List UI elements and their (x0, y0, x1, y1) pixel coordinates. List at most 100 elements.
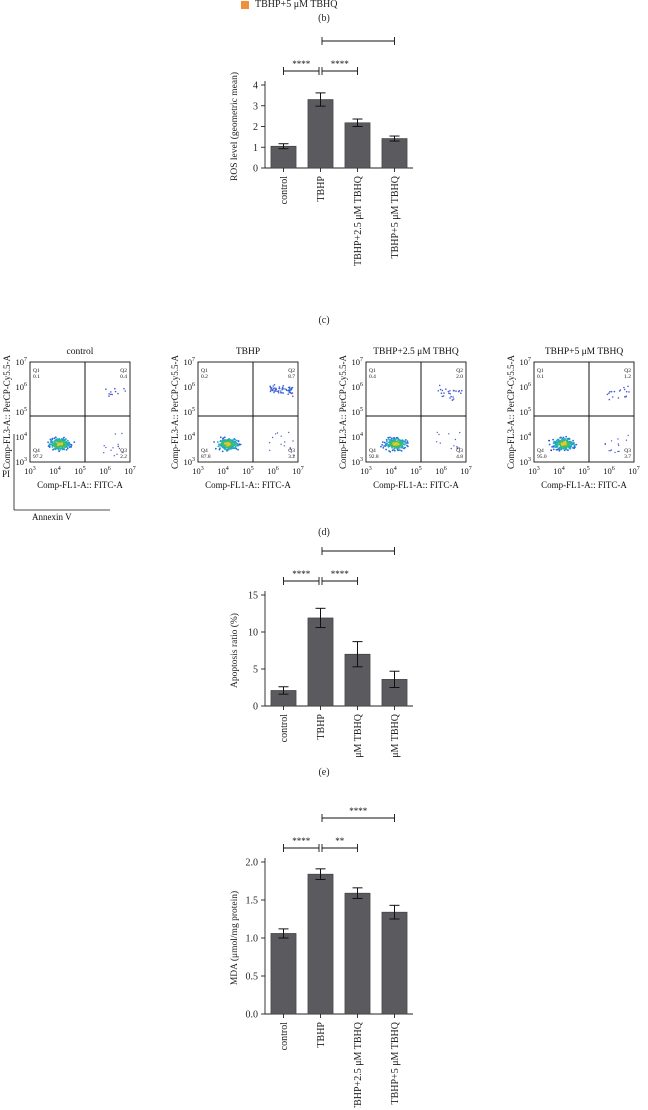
flow0-dot (54, 442, 57, 444)
flow3-dot (610, 390, 613, 393)
chart0-category-label-1: TBHP (316, 176, 327, 202)
flow2-dot (443, 392, 445, 394)
flow2-dot (381, 441, 384, 443)
flow3-dot (568, 444, 571, 447)
flow0-dot (62, 440, 65, 443)
flow3-xtick-1: 104 (553, 466, 565, 476)
flow2-dot (396, 442, 398, 445)
flow2-dot (407, 442, 409, 444)
flow0-ytick-3: 106 (16, 382, 28, 392)
flow2-dot (388, 441, 390, 444)
flow2-dot (400, 440, 402, 443)
flow1-dot (231, 446, 233, 449)
flow2-dot (402, 441, 405, 443)
chart0-ytick-label-3: 3 (253, 101, 258, 112)
flow3-dot (561, 437, 564, 440)
flow0-dot (117, 443, 119, 445)
flow2-quadrant-value-0: 0.4 (369, 374, 376, 380)
chart0-sig-label-1: **** (331, 59, 350, 69)
flow1-dot (269, 390, 272, 393)
flow1-dot (221, 450, 224, 453)
flow1-dot (233, 442, 236, 445)
flow1-dot (226, 446, 229, 449)
chart2-ytick-label-0: 0.0 (246, 1010, 259, 1021)
flow3-dot (554, 441, 557, 444)
flow2-dot (396, 445, 399, 447)
flow1-dot (290, 387, 293, 389)
flow2-quadrant-name-2: Q3 (456, 448, 463, 454)
flow2-quadrant-name-1: Q2 (456, 368, 463, 374)
flow1-dot (225, 448, 228, 451)
flow0-dot (62, 439, 65, 442)
flow1-ytick-0: 103 (184, 457, 196, 467)
flow2-dot (386, 442, 389, 445)
flow0-dot (59, 449, 61, 451)
flow2-dot (390, 437, 393, 440)
flow1-dot (271, 436, 274, 439)
flow3-quadrant-name-3: Q4 (537, 448, 544, 454)
flow0-dot (53, 437, 56, 440)
flow0-ytick-1: 104 (16, 432, 28, 442)
flow3-xlabel: Comp-FL1-A:: FITC-A (541, 480, 627, 490)
flow3-ytick-0: 103 (520, 457, 532, 467)
flow2-dot (383, 445, 385, 447)
flow0-dot (70, 443, 72, 446)
flow2-ytick-4: 107 (352, 357, 364, 367)
chart2-sig-label-2: **** (349, 806, 368, 816)
flow1-xlabel: Comp-FL1-A:: FITC-A (205, 480, 291, 490)
flow1-dot (278, 387, 281, 390)
flow0-dot (121, 451, 123, 454)
flow3-dot (627, 434, 629, 437)
flow1-dot (237, 440, 240, 442)
flow1-dot (219, 444, 222, 447)
flow1-dot (228, 447, 231, 450)
flow3-dot (562, 443, 565, 445)
flow0-dot (103, 445, 105, 447)
flow1-dot (276, 432, 279, 434)
flow3-dot (563, 439, 566, 442)
flow1-dot (213, 441, 216, 443)
flow1-dot (224, 444, 227, 447)
flow3-dot (569, 441, 572, 443)
flow2-xtick-1: 104 (385, 466, 397, 476)
flow1-dot (272, 385, 275, 387)
flow3-dot (562, 441, 565, 444)
flow3-dot (558, 448, 560, 451)
flow1-dot (292, 395, 294, 398)
chart0-sig-label-2: **** (349, 35, 368, 39)
flow1-dot (280, 390, 282, 392)
flow3-dot (608, 398, 611, 401)
flow2-dot (395, 444, 397, 446)
flow0-xtick-1: 104 (49, 466, 61, 476)
flow2-dot (456, 447, 458, 450)
flow0-dot (49, 443, 52, 445)
flow2-dot (391, 449, 394, 452)
flow1-dot (277, 390, 280, 392)
flow2-ytick-3: 106 (352, 382, 364, 392)
chart1-sig-label-0: **** (292, 569, 311, 579)
flow3-dot (625, 396, 627, 398)
flow2-ylabel: Comp-FL3-A:: PerCP-Cy5.5-A (338, 355, 348, 470)
chart1-ylabel: Apoptosis ratio (%) (229, 613, 240, 688)
flow1-dot (234, 438, 237, 441)
flow1-ylabel: Comp-FL3-A:: PerCP-Cy5.5-A (170, 355, 180, 470)
flow3-dot (564, 442, 567, 445)
flow1-dot (282, 392, 285, 394)
flow0-dot (50, 439, 53, 442)
flow1-dot (218, 448, 221, 451)
flow1-quadrant-name-0: Q1 (201, 368, 208, 374)
flow1-dot (289, 447, 291, 449)
flow0-dot (58, 437, 61, 440)
flow1-xtick-2: 105 (242, 466, 254, 476)
pi-label: PI (2, 469, 10, 479)
flow0-dot (103, 452, 105, 454)
flow2-title: TBHP+2.5 μM TBHQ (373, 347, 459, 357)
flow2-dot (392, 442, 395, 444)
chart2-category-label-2: TBHP+2.5 μM TBHQ (353, 1021, 364, 1108)
flow3-dot (617, 397, 620, 399)
flow1-dot (273, 390, 276, 392)
flow0-quadrant-name-3: Q4 (33, 448, 40, 454)
flow0-dot (114, 433, 117, 435)
flow2-dot (437, 390, 440, 392)
flow1-xtick-1: 104 (217, 466, 229, 476)
